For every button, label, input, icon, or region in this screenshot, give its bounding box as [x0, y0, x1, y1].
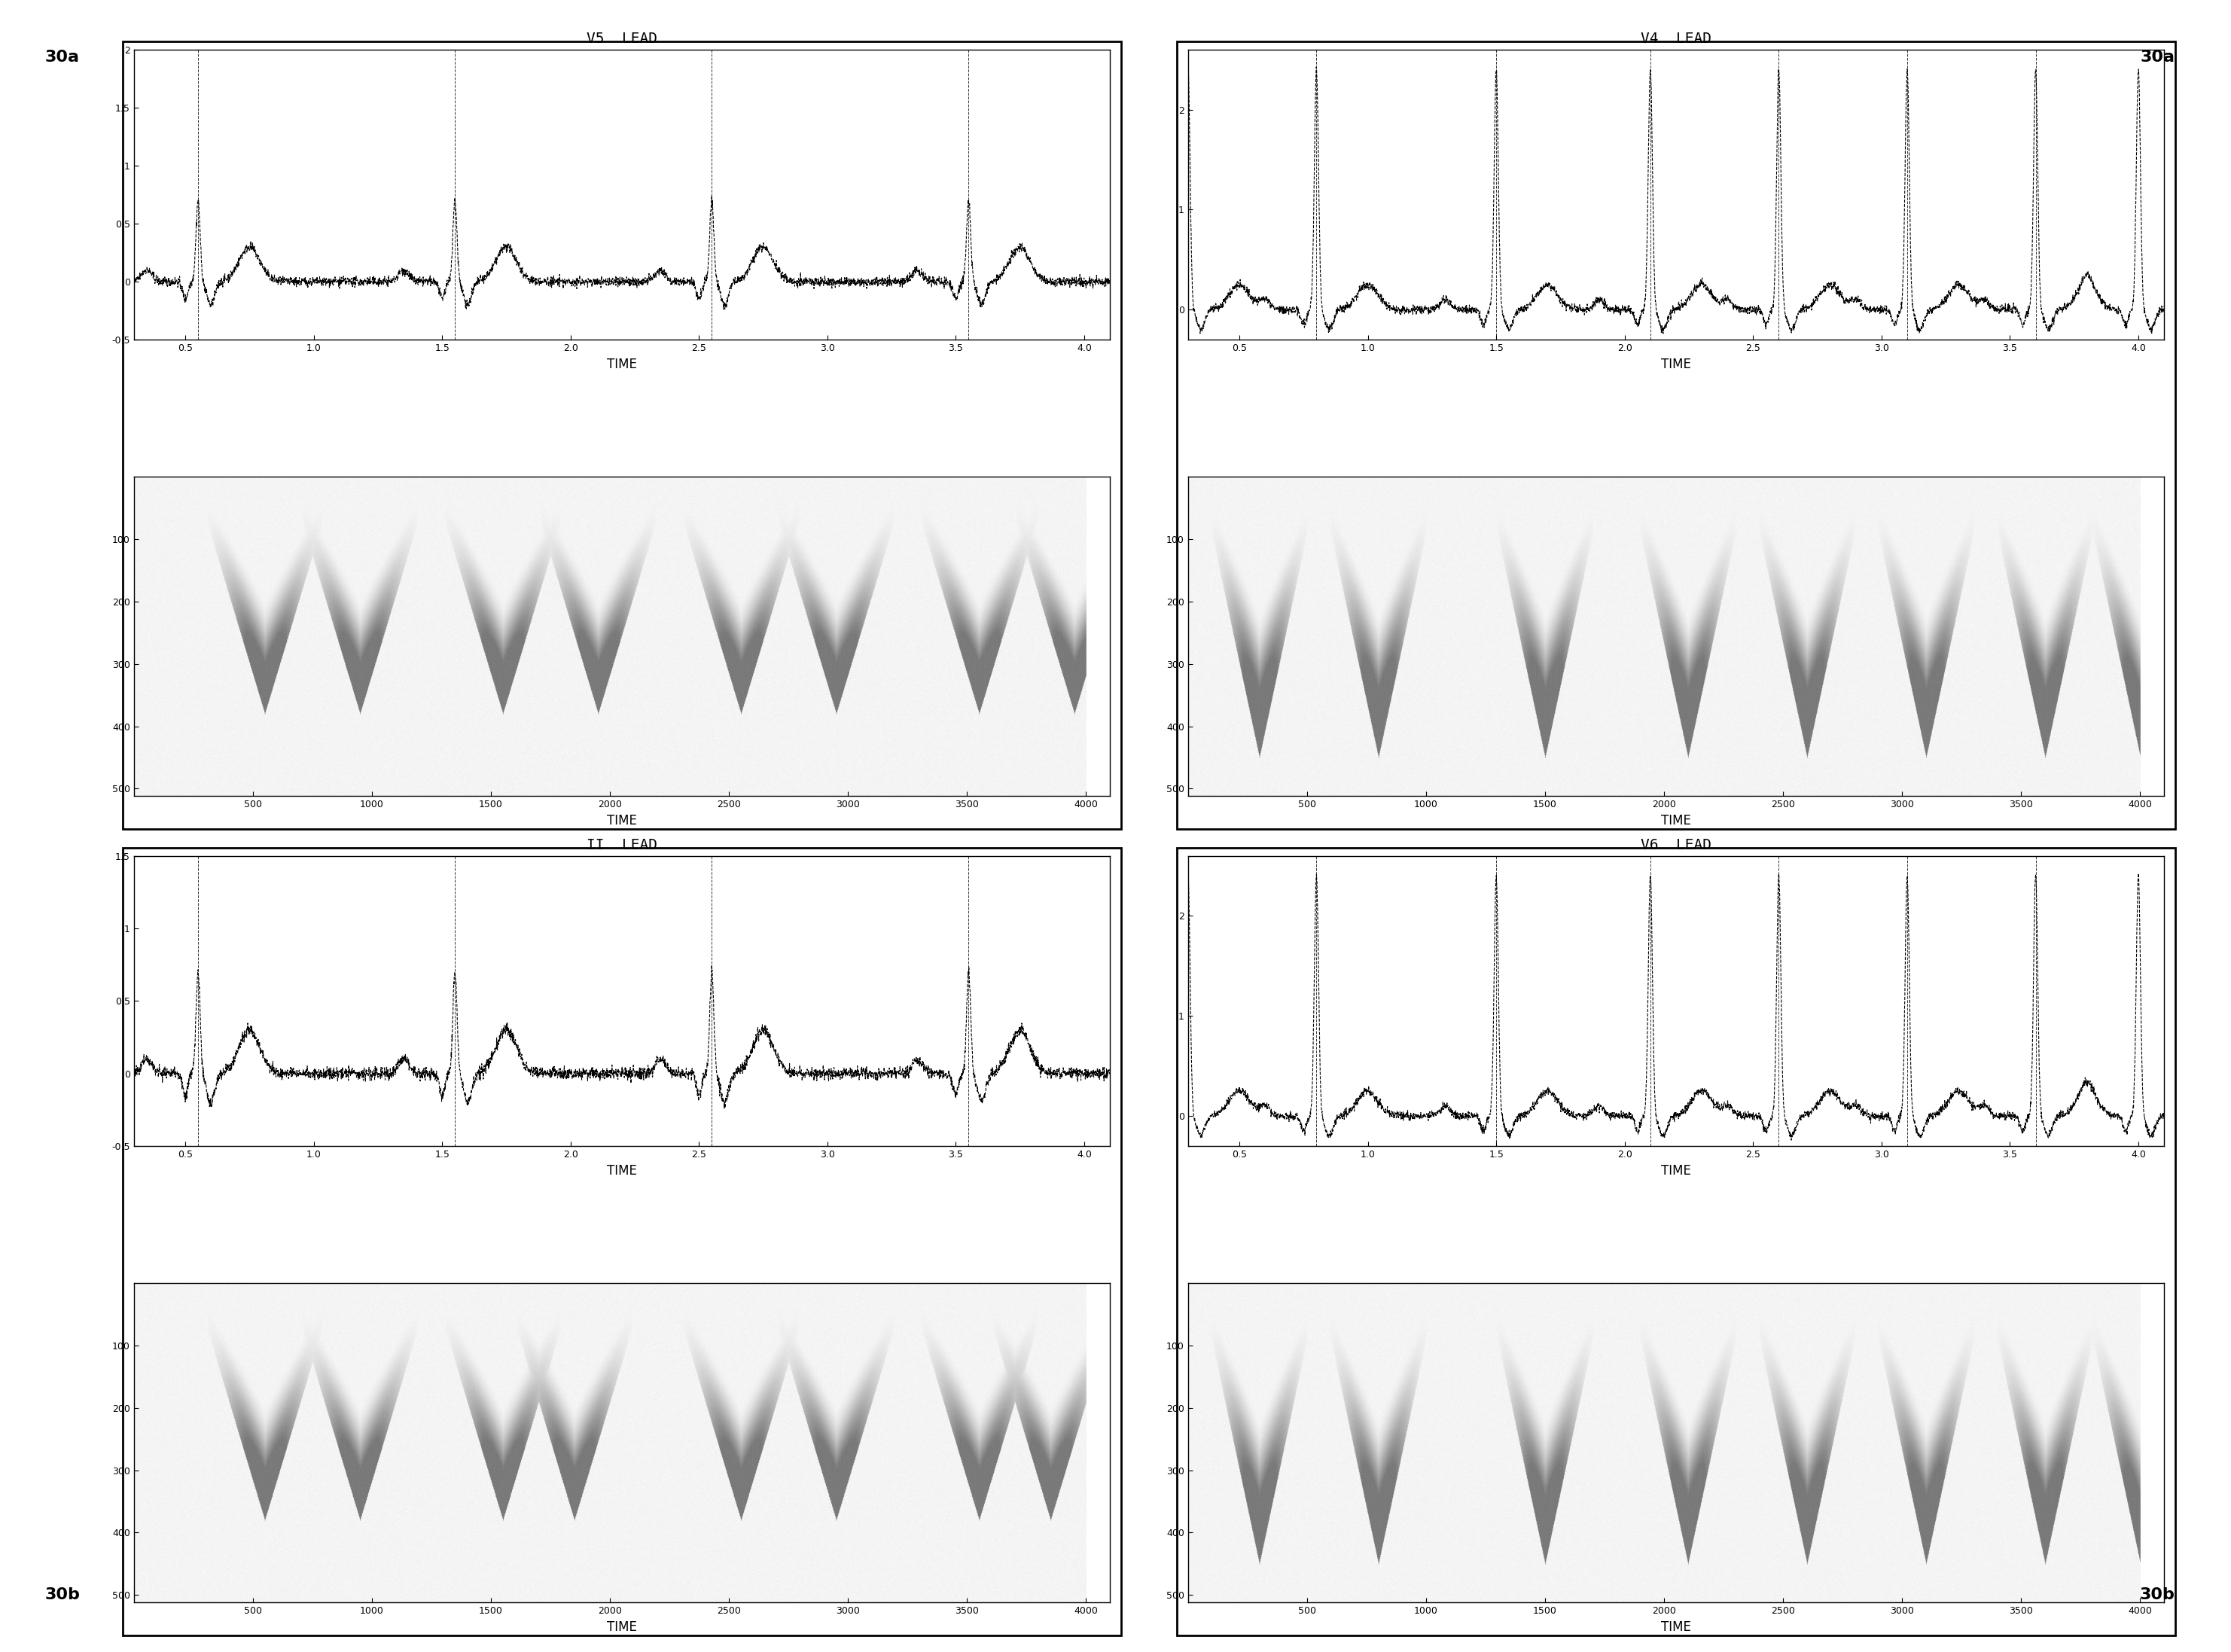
X-axis label: TIME: TIME — [1662, 1621, 1691, 1634]
Text: 30b: 30b — [2140, 1588, 2175, 1602]
Text: 30a: 30a — [45, 50, 80, 64]
Title: V6  LEAD: V6 LEAD — [1640, 838, 1711, 852]
X-axis label: TIME: TIME — [607, 357, 636, 372]
Text: ABNORMAL: ABNORMAL — [1640, 885, 1711, 900]
X-axis label: TIME: TIME — [607, 1163, 636, 1178]
X-axis label: TIME: TIME — [1662, 1163, 1691, 1178]
X-axis label: TIME: TIME — [607, 1621, 636, 1634]
Text: 30b: 30b — [45, 1588, 80, 1602]
X-axis label: TIME: TIME — [1662, 814, 1691, 828]
Title: V5  LEAD: V5 LEAD — [587, 31, 658, 46]
Title: V4  LEAD: V4 LEAD — [1640, 31, 1711, 46]
X-axis label: TIME: TIME — [1662, 357, 1691, 372]
Text: 30a: 30a — [2140, 50, 2175, 64]
X-axis label: TIME: TIME — [607, 814, 636, 828]
Text: NORMAL: NORMAL — [596, 885, 649, 900]
Title: II  LEAD: II LEAD — [587, 838, 658, 852]
